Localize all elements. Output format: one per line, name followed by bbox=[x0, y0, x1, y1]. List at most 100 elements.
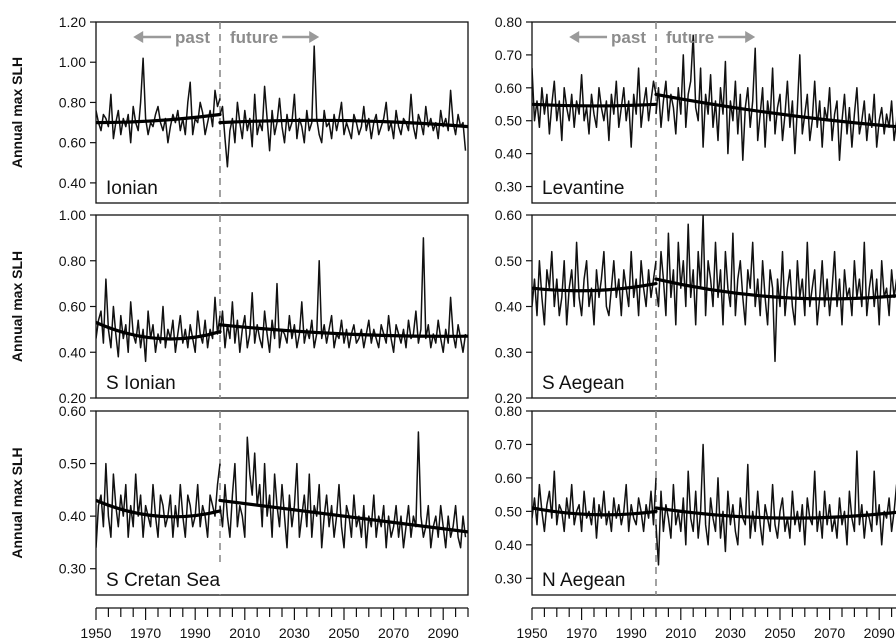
annual-max-series-future bbox=[219, 237, 467, 354]
panel-levantine-frame bbox=[531, 21, 896, 204]
x-tick-label: 2010 bbox=[665, 625, 696, 641]
annual-max-series-future bbox=[655, 443, 896, 566]
y-tick-label: 0.60 bbox=[59, 299, 86, 315]
y-tick-label: 0.40 bbox=[495, 537, 522, 553]
panel-title: S Cretan Sea bbox=[106, 570, 220, 591]
y-tick-label: 0.40 bbox=[59, 344, 86, 360]
panel-title-background bbox=[533, 175, 631, 202]
x-tick-label: 2050 bbox=[764, 625, 795, 641]
y-tick-label: 0.60 bbox=[495, 470, 522, 486]
y-tick-label: 0.80 bbox=[495, 403, 522, 419]
panel-ionian-plot-area bbox=[96, 45, 468, 168]
x-tick-label: 2070 bbox=[378, 625, 409, 641]
panel-n-aegean-frame bbox=[531, 410, 896, 596]
trend-line-future bbox=[218, 323, 468, 338]
y-tick-label: 1.00 bbox=[59, 207, 86, 223]
x-tick-label: 1990 bbox=[180, 625, 211, 641]
x-axis-right: 1950 1970 1990 2010 2030 2050 2070 2090 bbox=[516, 607, 896, 641]
panel-s-cretan-sea-plot-area bbox=[96, 431, 468, 549]
future-label: future bbox=[230, 28, 278, 47]
y-tick-label: 0.30 bbox=[495, 570, 522, 586]
x-tick-label: 2090 bbox=[428, 625, 459, 641]
x-tick-label: 2030 bbox=[715, 625, 746, 641]
y-tick-label: 0.80 bbox=[495, 14, 522, 30]
y-tick-label: 1.20 bbox=[59, 14, 86, 30]
x-tick-label: 1970 bbox=[566, 625, 597, 641]
past-label: past bbox=[611, 28, 646, 47]
x-axes-layer: 1950 1970 1990 2010 2030 2050 2070 2090 1950 1970… bbox=[80, 607, 896, 641]
panel-levantine: 0.30 0.40 0.50 0.60 0.70 0.80 Levantine past fut… bbox=[495, 14, 896, 204]
x-tick-label: 2030 bbox=[279, 625, 310, 641]
trend-line-future bbox=[654, 92, 896, 129]
panel-s-cretan-sea: 0.30 0.40 0.50 0.60 S Cretan Sea bbox=[59, 403, 469, 596]
trend-line-future bbox=[654, 277, 896, 301]
panel-levantine-plot-area bbox=[532, 34, 896, 161]
y-tick-label: 0.40 bbox=[495, 299, 522, 315]
y-tick-label: 0.30 bbox=[59, 561, 86, 577]
x-tick-label: 1970 bbox=[130, 625, 161, 641]
trend-line-past bbox=[96, 320, 222, 341]
x-tick-label: 1990 bbox=[616, 625, 647, 641]
annual-max-series-past bbox=[532, 241, 657, 326]
y-tick-label: 0.60 bbox=[59, 403, 86, 419]
annual-max-series-future bbox=[655, 215, 896, 363]
y-axis-title-row-3: Annual max SLH bbox=[9, 447, 25, 558]
past-label: past bbox=[175, 28, 210, 47]
panel-s-ionian: 0.20 0.40 0.60 0.80 1.00 S Ionian bbox=[59, 207, 469, 406]
y-tick-label: 0.50 bbox=[59, 456, 86, 472]
future-label: future bbox=[666, 28, 714, 47]
annual-max-series-past bbox=[532, 67, 657, 148]
panel-n-aegean-plot-area bbox=[532, 443, 896, 566]
x-tick-label: 2090 bbox=[864, 625, 895, 641]
trend-line-past bbox=[96, 498, 222, 519]
y-axis-title-row-2: Annual max SLH bbox=[9, 251, 25, 362]
panel-s-aegean-plot-area bbox=[532, 215, 896, 363]
y-tick-label: 0.30 bbox=[495, 344, 522, 360]
past-future-annotation: past future bbox=[133, 28, 320, 47]
annual-max-series-past bbox=[96, 57, 221, 144]
y-tick-label: 0.50 bbox=[495, 113, 522, 129]
panel-title: Ionian bbox=[106, 178, 158, 199]
x-tick-label: 2010 bbox=[229, 625, 260, 641]
y-tick-label: 0.50 bbox=[495, 253, 522, 269]
x-tick-label: 2050 bbox=[328, 625, 359, 641]
past-arrowhead bbox=[133, 31, 144, 43]
panel-title: N Aegean bbox=[542, 570, 625, 591]
y-tick-label: 0.70 bbox=[495, 47, 522, 63]
y-tick-label: 0.60 bbox=[495, 207, 522, 223]
trend-line-future bbox=[218, 498, 468, 534]
y-tick-label: 0.80 bbox=[59, 253, 86, 269]
y-tick-label: 0.70 bbox=[495, 436, 522, 452]
future-arrowhead bbox=[745, 31, 756, 43]
y-tick-label: 0.40 bbox=[495, 146, 522, 162]
annual-max-series-future bbox=[219, 431, 467, 549]
annual-max-series-future bbox=[655, 34, 896, 161]
trend-line-past bbox=[532, 102, 658, 108]
x-tick-label: 1950 bbox=[80, 625, 111, 641]
panel-title-background bbox=[97, 567, 227, 594]
y-tick-label: 1.00 bbox=[59, 54, 86, 70]
trend-line-future bbox=[654, 506, 896, 520]
panel-ionian: 0.40 0.60 0.80 1.00 1.20 Ionian past future bbox=[59, 14, 469, 204]
y-tick-label: 0.80 bbox=[59, 94, 86, 110]
y-tick-label: 0.60 bbox=[59, 135, 86, 151]
panel-title-background bbox=[97, 370, 182, 397]
y-tick-label: 0.40 bbox=[59, 175, 86, 191]
y-tick-label: 0.20 bbox=[59, 390, 86, 406]
x-tick-label: 1950 bbox=[516, 625, 547, 641]
y-axis-title-row-1: Annual max SLH bbox=[9, 57, 25, 168]
annual-max-series-past bbox=[96, 462, 221, 548]
future-arrowhead bbox=[309, 31, 320, 43]
past-arrowhead bbox=[569, 31, 580, 43]
panel-n-aegean: 0.30 0.40 0.50 0.60 0.70 0.80 N Aegean bbox=[495, 403, 896, 596]
y-tick-label: 0.40 bbox=[59, 508, 86, 524]
panel-title-background bbox=[533, 370, 631, 397]
y-tick-label: 0.20 bbox=[495, 390, 522, 406]
x-tick-label: 2070 bbox=[814, 625, 845, 641]
past-future-annotation: past future bbox=[569, 28, 756, 47]
panel-title: Levantine bbox=[542, 178, 624, 199]
annual-max-series-past bbox=[96, 278, 221, 363]
y-axis-titles-layer: Annual max SLH Annual max SLH Annual max S… bbox=[9, 57, 25, 559]
panel-title: S Aegean bbox=[542, 373, 624, 394]
